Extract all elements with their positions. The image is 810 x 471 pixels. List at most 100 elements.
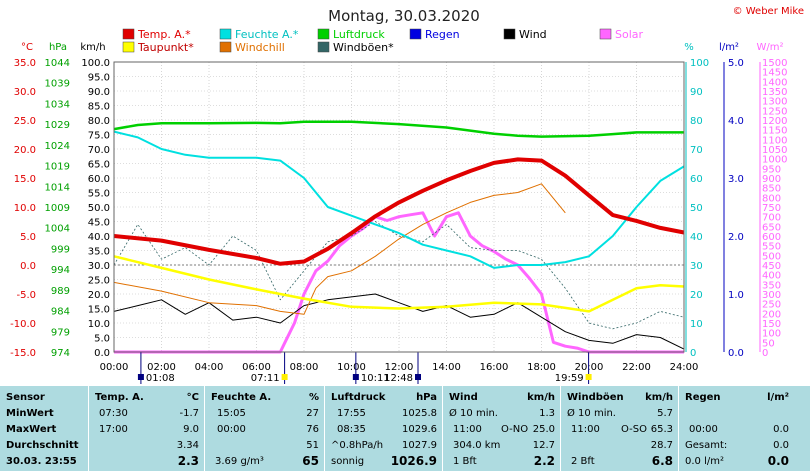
axis-unit-wind: km/h (80, 42, 105, 53)
press-max: 1029.6 (402, 424, 437, 435)
x-tick-label: 12:00 (385, 362, 414, 373)
humidity-tick: 50 (690, 203, 703, 214)
col-rain: Regen l/m² 00:00 0.0 Gesamt: 0.0 0.0 l/m… (678, 386, 795, 471)
humidity-tick: 100 (690, 58, 709, 69)
wind-tick: 0.0 (94, 348, 110, 359)
label-max: MaxWert (6, 424, 57, 435)
col-temp: Temp. A. °C 07:30 -1.7 17:00 9.0 3.34 2.… (88, 386, 205, 471)
humidity-tick: 30 (690, 261, 703, 272)
astro-time-sunrise: 07:11 (251, 373, 280, 384)
astro-icon (137, 374, 144, 380)
solar-tick: 1050 (762, 145, 787, 156)
wind-bft: 1 Bft (453, 456, 477, 467)
pressure-tick: 1019 (45, 162, 70, 173)
solar-tick: 450 (762, 261, 781, 272)
temp-tick: 10.0 (14, 203, 36, 214)
header-pressure-unit: hPa (416, 392, 437, 403)
temp-max-time: 17:00 (99, 424, 128, 435)
rain-tick: 1.0 (728, 290, 744, 301)
pressure-tick: 1009 (45, 203, 70, 214)
temp-tick: 0.0 (20, 261, 36, 272)
press-min: 1025.8 (402, 408, 437, 419)
press-max-time: 08:35 (337, 424, 366, 435)
humidity-tick: 70 (690, 145, 703, 156)
pressure-tick: 979 (51, 327, 70, 338)
legend-swatch (409, 28, 422, 40)
humidity-tick: 20 (690, 290, 703, 301)
solar-tick: 950 (762, 164, 781, 175)
wind-tick: 55.0 (88, 189, 110, 200)
solar-tick: 350 (762, 280, 781, 291)
astro-time-moonset: 12:48 (384, 373, 413, 384)
solar-tick: 800 (762, 193, 781, 204)
humidity-tick: 0 (690, 348, 696, 359)
gust-avg2: 28.7 (650, 440, 673, 451)
legend-label: Luftdruck (333, 28, 385, 41)
gust-avg: 5.7 (657, 408, 673, 419)
astro-icon (352, 374, 359, 380)
temp-tick: -15.0 (10, 348, 36, 359)
wind-tick: 70.0 (88, 145, 110, 156)
temp-min-time: 07:30 (99, 408, 128, 419)
wind-tick: 5.0 (94, 334, 110, 345)
wind-tick: 25.0 (88, 276, 110, 287)
rain-max-time: 00:00 (689, 424, 718, 435)
col-pressure: Luftdruck hPa 17:55 1025.8 08:35 1029.6 … (324, 386, 443, 471)
series-line (113, 255, 685, 313)
wind-avg-label: Ø 10 min. (449, 408, 498, 419)
press-current: 1026.9 (390, 454, 437, 468)
temp-avg: 3.34 (176, 440, 199, 451)
temp-tick: -10.0 (10, 319, 36, 330)
astro-icon (281, 374, 288, 380)
hum-min: 27 (306, 408, 319, 419)
solar-tick: 500 (762, 251, 781, 262)
hum-current: 65 (302, 454, 319, 468)
rain-total-label: Gesamt: (685, 440, 728, 451)
rain-tick: 2.0 (728, 232, 744, 243)
wind-distance: 304.0 km (453, 440, 501, 451)
x-tick-label: 14:00 (432, 362, 461, 373)
legend-swatch (317, 41, 330, 53)
wind-tick: 85.0 (88, 102, 110, 113)
wind-current: 2.2 (533, 454, 555, 468)
wind-tick: 50.0 (88, 203, 110, 214)
wind-avg: 1.3 (539, 408, 555, 419)
x-tick-label: 10:00 (337, 362, 366, 373)
wind-tick: 15.0 (88, 305, 110, 316)
pressure-tick: 984 (51, 307, 70, 318)
pressure-tick: 974 (51, 348, 70, 359)
axis-units: °C hPa km/h% l/m² W/m² (21, 42, 784, 53)
header-gust-unit: km/h (645, 392, 673, 403)
solar-tick: 400 (762, 271, 781, 282)
solar-tick: 750 (762, 203, 781, 214)
legend-label: Temp. A.* (137, 28, 191, 41)
legend-swatch (219, 41, 232, 53)
solar-tick: 1250 (762, 106, 787, 117)
legend-label: Windchill (235, 41, 285, 54)
temp-max: 9.0 (183, 424, 199, 435)
pressure-tick: 1034 (45, 99, 70, 110)
humidity-tick: 60 (690, 174, 703, 185)
solar-tick: 200 (762, 309, 781, 320)
press-trend: ^0.8hPa/h (331, 440, 384, 451)
pressure-tick: 994 (51, 265, 70, 276)
wind-distance-value: 12.7 (532, 440, 555, 451)
weather-chart: Montag, 30.03.2020 © Weber Mike Temp. A.… (10, 6, 804, 384)
solar-tick: 1300 (762, 97, 787, 108)
temp-tick: 35.0 (14, 58, 36, 69)
rain-max: 0.0 (773, 424, 789, 435)
rain-tick: 5.0 (728, 58, 744, 69)
astro-markers: 12:48 01:08 07:11 10:11 19:59 (137, 352, 592, 384)
rain-total: 0.0 (773, 440, 789, 451)
pressure-tick: 989 (51, 286, 70, 297)
gust-max-dir: O-SO (621, 424, 647, 435)
wind-max-time: 11:00 (453, 424, 482, 435)
legend-label: Feuchte A.* (235, 28, 299, 41)
wind-tick: 45.0 (88, 218, 110, 229)
wind-tick: 30.0 (88, 261, 110, 272)
humidity-tick: 80 (690, 116, 703, 127)
solar-tick: 250 (762, 300, 781, 311)
legend-swatch (503, 28, 516, 40)
astro-icon (415, 374, 421, 380)
